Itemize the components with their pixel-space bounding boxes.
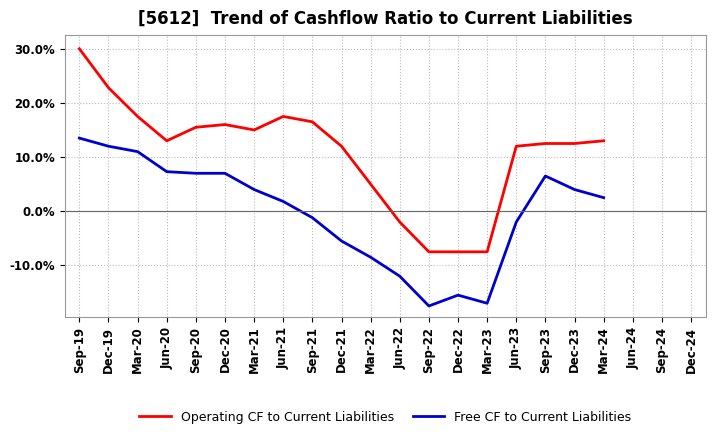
Operating CF to Current Liabilities: [163, 138, 171, 143]
Operating CF to Current Liabilities: [133, 114, 142, 119]
Free CF to Current Liabilities: [599, 195, 608, 200]
Free CF to Current Liabilities: [483, 301, 492, 306]
Free CF to Current Liabilities: [104, 143, 113, 149]
Operating CF to Current Liabilities: [192, 125, 200, 130]
Operating CF to Current Liabilities: [454, 249, 462, 254]
Legend: Operating CF to Current Liabilities, Free CF to Current Liabilities: Operating CF to Current Liabilities, Fre…: [135, 406, 636, 429]
Free CF to Current Liabilities: [512, 220, 521, 225]
Operating CF to Current Liabilities: [308, 119, 317, 125]
Operating CF to Current Liabilities: [570, 141, 579, 146]
Operating CF to Current Liabilities: [337, 143, 346, 149]
Operating CF to Current Liabilities: [512, 143, 521, 149]
Free CF to Current Liabilities: [75, 136, 84, 141]
Line: Operating CF to Current Liabilities: Operating CF to Current Liabilities: [79, 49, 603, 252]
Line: Free CF to Current Liabilities: Free CF to Current Liabilities: [79, 138, 603, 306]
Operating CF to Current Liabilities: [483, 249, 492, 254]
Operating CF to Current Liabilities: [425, 249, 433, 254]
Operating CF to Current Liabilities: [599, 138, 608, 143]
Free CF to Current Liabilities: [220, 171, 229, 176]
Free CF to Current Liabilities: [308, 215, 317, 220]
Free CF to Current Liabilities: [279, 199, 287, 204]
Operating CF to Current Liabilities: [395, 220, 404, 225]
Operating CF to Current Liabilities: [541, 141, 550, 146]
Free CF to Current Liabilities: [163, 169, 171, 174]
Free CF to Current Liabilities: [250, 187, 258, 192]
Title: [5612]  Trend of Cashflow Ratio to Current Liabilities: [5612] Trend of Cashflow Ratio to Curren…: [138, 10, 632, 28]
Free CF to Current Liabilities: [425, 303, 433, 308]
Free CF to Current Liabilities: [192, 171, 200, 176]
Free CF to Current Liabilities: [395, 274, 404, 279]
Operating CF to Current Liabilities: [279, 114, 287, 119]
Free CF to Current Liabilities: [133, 149, 142, 154]
Free CF to Current Liabilities: [337, 238, 346, 244]
Free CF to Current Liabilities: [570, 187, 579, 192]
Operating CF to Current Liabilities: [250, 127, 258, 132]
Free CF to Current Liabilities: [541, 173, 550, 179]
Operating CF to Current Liabilities: [104, 85, 113, 90]
Free CF to Current Liabilities: [454, 293, 462, 298]
Operating CF to Current Liabilities: [220, 122, 229, 127]
Free CF to Current Liabilities: [366, 255, 375, 260]
Operating CF to Current Liabilities: [366, 181, 375, 187]
Operating CF to Current Liabilities: [75, 46, 84, 51]
